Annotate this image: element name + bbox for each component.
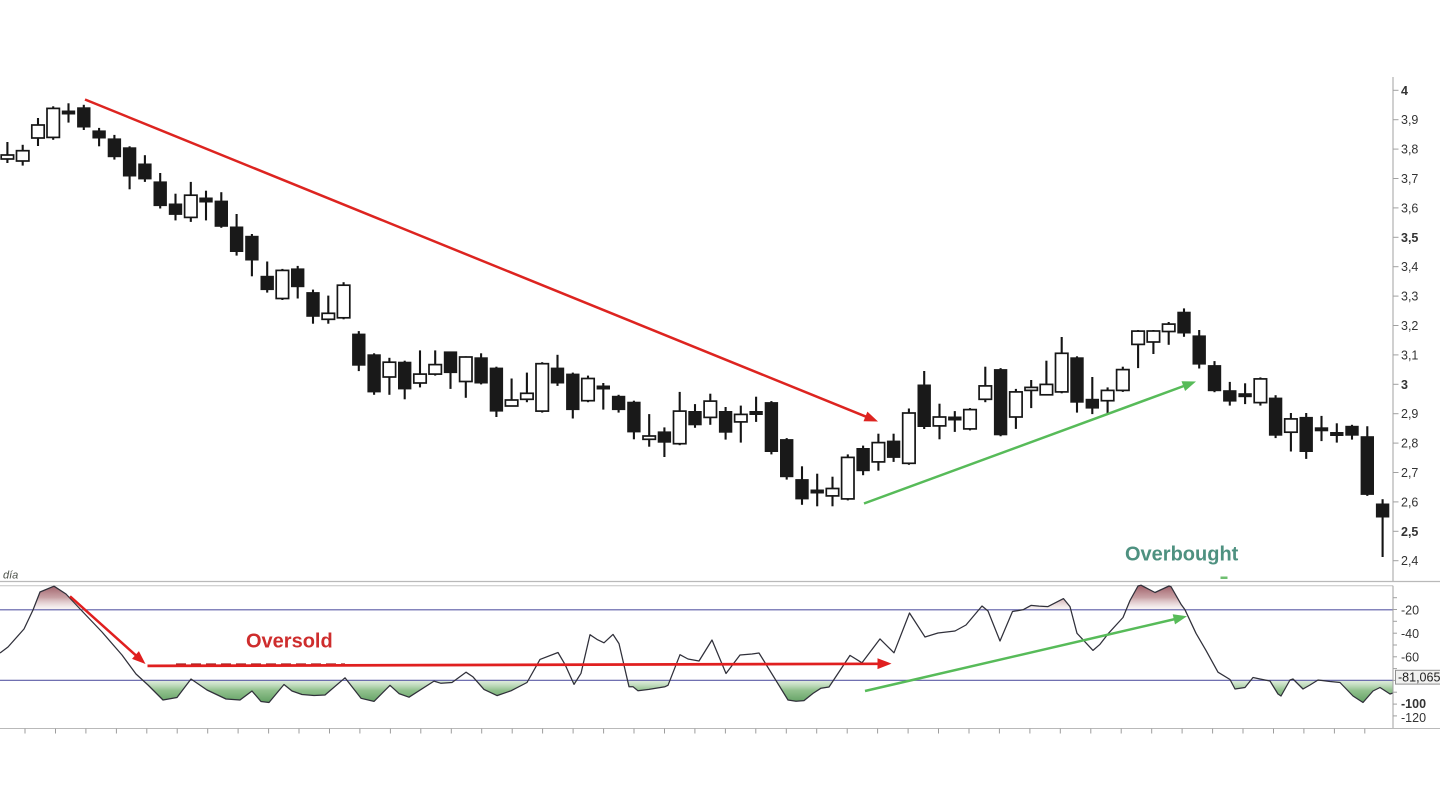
svg-text:2,9: 2,9 [1401,407,1418,421]
svg-text:3,2: 3,2 [1401,319,1418,333]
svg-text:-60: -60 [1401,651,1419,665]
svg-text:2,8: 2,8 [1401,437,1418,451]
svg-text:Overbought: Overbought [1125,544,1239,566]
svg-text:-40: -40 [1401,627,1419,641]
svg-text:-81,065: -81,065 [1398,670,1440,684]
svg-text:2,5: 2,5 [1401,525,1418,539]
svg-text:Oversold: Oversold [246,631,333,653]
svg-text:3,4: 3,4 [1401,260,1418,274]
svg-text:3,8: 3,8 [1401,143,1418,157]
svg-text:día: día [3,570,18,582]
svg-text:3: 3 [1401,378,1408,392]
svg-text:3,9: 3,9 [1401,113,1418,127]
svg-text:3,1: 3,1 [1401,348,1418,362]
svg-text:4: 4 [1401,84,1408,98]
svg-text:-120: -120 [1401,711,1426,725]
svg-text:2,4: 2,4 [1401,554,1418,568]
svg-text:-100: -100 [1401,697,1426,711]
svg-text:2,6: 2,6 [1401,495,1418,509]
svg-text:2,7: 2,7 [1401,466,1418,480]
svg-text:3,7: 3,7 [1401,172,1418,186]
svg-text:-20: -20 [1401,603,1419,617]
svg-text:3,5: 3,5 [1401,231,1418,245]
svg-text:3,3: 3,3 [1401,290,1418,304]
svg-text:3,6: 3,6 [1401,201,1418,215]
